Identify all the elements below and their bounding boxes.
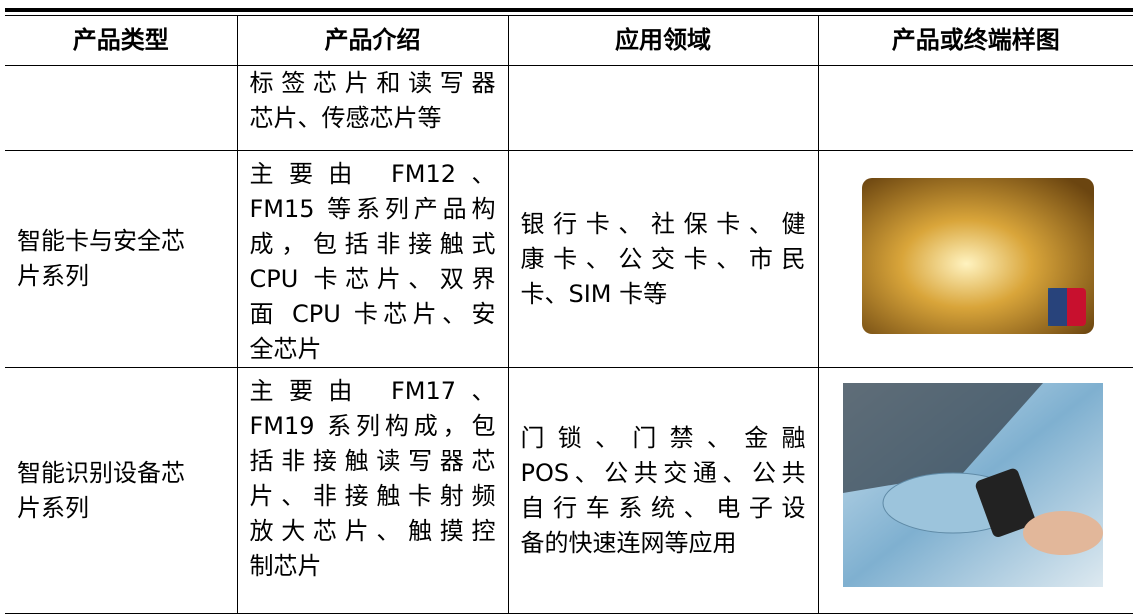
table-cell: 银行卡、社保卡、健 康卡、公交卡、市民 卡、SIM 卡等 xyxy=(507,150,819,368)
header-row: 产品类型 产品介绍 应用领域 产品或终端样图 xyxy=(5,15,1133,66)
header-cell: 应用领域 xyxy=(507,15,819,66)
top-rule xyxy=(5,8,1133,12)
cell-text-line: 面 CPU 卡芯片、安 xyxy=(249,300,496,328)
cell-text-line: 自行车系统、电子设 xyxy=(520,493,806,522)
cell-text-line: FM15 等系列产品构 xyxy=(249,195,496,223)
table-cell: 标签芯片和读写器 芯片、传感芯片等 xyxy=(236,65,509,151)
cell-text-line: 片系列 xyxy=(17,493,89,522)
cell-text-line: 银行卡、社保卡、健 xyxy=(520,209,806,238)
cell-text-line: 主要由 FM17、 xyxy=(249,377,496,405)
cell-text-line: 门锁、门禁、金融 xyxy=(520,423,806,452)
header-cell: 产品类型 xyxy=(5,15,238,66)
header-cell: 产品或终端样图 xyxy=(817,15,1133,66)
cell-text-line: FM19 系列构成，包 xyxy=(249,412,496,440)
cell-text-line: 放大芯片、触摸控 xyxy=(249,517,496,545)
cell-text-line: 括非接触读写器芯 xyxy=(249,447,496,475)
cell-text-line: 智能卡与安全芯 xyxy=(17,227,185,255)
table-cell: 主要由 FM17、 FM19 系列构成，包 括非接触读写器芯 片、非接触卡射频 放大芯片… xyxy=(236,367,509,614)
cell-text-line: 标签芯片和读写器 xyxy=(249,69,496,97)
table-cell: 智能识别设备芯 片系列 xyxy=(5,367,238,614)
table-cell: 门锁、门禁、金融 POS、公共交通、公共 自行车系统、电子设 备的快速连网等应用 xyxy=(507,367,819,614)
cell-text-line: 片、非接触卡射频 xyxy=(249,482,496,510)
cell-text-line: 备的快速连网等应用 xyxy=(520,528,737,557)
cell-text-line: 芯片、传感芯片等 xyxy=(249,104,442,132)
table-cell: 主要由 FM12、 FM15 等系列产品构 成，包括非接触式 CPU 卡芯片、双界面 … xyxy=(236,150,509,368)
table-row: 标签芯片和读写器 芯片、传感芯片等 xyxy=(5,65,1133,151)
cell-text-line: CPU 卡芯片、双界 xyxy=(249,265,496,293)
table-cell xyxy=(507,65,819,151)
cell-text-line: 康卡、公交卡、市民 xyxy=(520,244,806,273)
table-cell xyxy=(5,65,238,151)
cell-text-line: 智能识别设备芯 xyxy=(17,458,185,487)
cell-text-line: 制芯片 xyxy=(249,552,322,580)
header-cell: 产品介绍 xyxy=(236,15,509,66)
cell-text-line: 卡、SIM 卡等 xyxy=(520,279,668,308)
cell-text-line: POS、公共交通、公共 xyxy=(520,458,806,487)
bank-card-image xyxy=(862,178,1094,334)
table-cell: 智能卡与安全芯 片系列 xyxy=(5,150,238,368)
cell-text-line: 全芯片 xyxy=(249,335,322,363)
image-cell xyxy=(817,65,1133,151)
car-door-image xyxy=(843,383,1103,587)
cell-text-line: 成，包括非接触式 xyxy=(249,230,496,258)
cell-text-line: 片系列 xyxy=(17,262,89,290)
cell-text-line: 主要由 FM12、 xyxy=(249,160,496,188)
